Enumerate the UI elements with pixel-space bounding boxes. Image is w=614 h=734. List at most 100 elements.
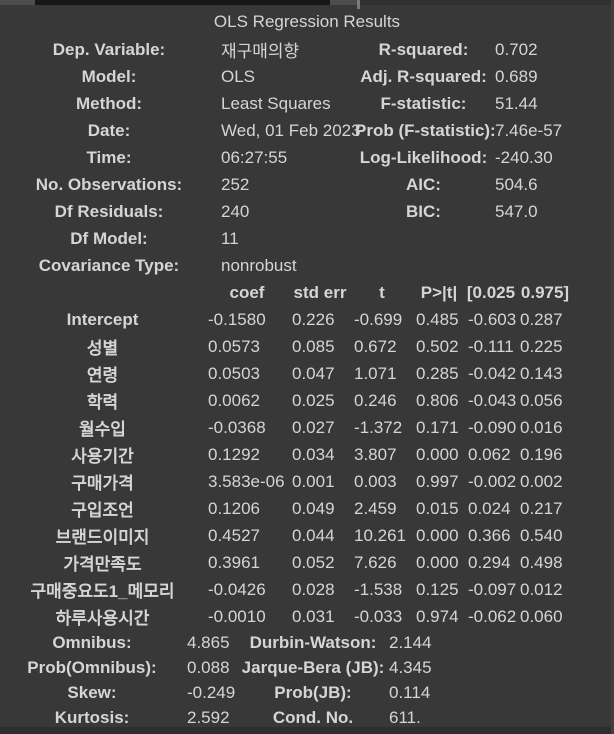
- diagnostics-body: Omnibus: 4.865 Durbin-Watson: 2.144 Prob(Omn…: [0, 630, 450, 730]
- coef-row-label: 구입조언: [71, 501, 134, 520]
- coef-row: 연령 0.0503 0.047 1.071 0.285 -0.042 0.143: [0, 360, 573, 387]
- coef-value-cell: 0.226: [292, 309, 335, 329]
- summary-value: 7.46e-57: [495, 120, 563, 140]
- diag-label: Cond. No.: [272, 707, 354, 727]
- coef-value-cell: -0.062: [468, 606, 517, 626]
- coef-value-cell: 0.060: [520, 606, 563, 626]
- coef-row-label: 구매중요도1_메모리: [30, 582, 175, 601]
- coef-value-cell: -1.538: [354, 579, 403, 599]
- diag-value: 2.592: [187, 707, 230, 727]
- summary-value: Wed, 01 Feb 2023: [221, 120, 361, 140]
- coef-value-cell: 0.502: [416, 336, 459, 356]
- diag-label: Durbin-Watson:: [249, 632, 377, 652]
- coef-value-cell: 0.196: [520, 444, 563, 464]
- coef-header-cell: 0.975]: [520, 282, 570, 302]
- coef-header-cell: [0.025: [466, 282, 516, 302]
- coef-value-cell: 0.025: [292, 390, 335, 410]
- coef-value-cell: 0.027: [292, 417, 335, 437]
- diag-label: Omnibus:: [52, 632, 132, 652]
- coef-header-cell: [0, 279, 205, 306]
- coef-value-cell: 0.1206: [208, 498, 260, 518]
- coef-value-cell: 0.034: [292, 444, 335, 464]
- coef-value-cell: 0.294: [468, 552, 511, 572]
- coef-row-label: 연령: [86, 366, 119, 385]
- coef-value-cell: -0.043: [468, 390, 517, 410]
- diag-value: 4.345: [389, 657, 432, 677]
- coef-value-cell: 0.246: [354, 390, 397, 410]
- coef-header-cell: std err: [293, 282, 347, 302]
- coef-value-cell: 0.171: [416, 417, 459, 437]
- summary-label: [355, 225, 492, 252]
- summary-row: Df Model: 11: [0, 225, 614, 252]
- coef-value-cell: 0.225: [520, 336, 563, 356]
- coef-row: 학력 0.0062 0.025 0.246 0.806 -0.043 0.056: [0, 387, 573, 414]
- coef-value-cell: 0.024: [468, 498, 511, 518]
- coef-value-cell: -0.1580: [208, 309, 266, 329]
- diagnostics-row: Skew: -0.249 Prob(JB): 0.114: [0, 680, 450, 705]
- coef-value-cell: 0.085: [292, 336, 335, 356]
- diag-label: Prob(JB):: [274, 682, 352, 702]
- coef-row-label: Intercept: [66, 309, 139, 329]
- coef-value-cell: 0.031: [292, 606, 335, 626]
- coef-value-cell: -0.0010: [208, 606, 266, 626]
- summary-label: Df Residuals:: [54, 201, 164, 221]
- diagnostics-row: Kurtosis: 2.592 Cond. No. 611.: [0, 705, 450, 730]
- coef-value-cell: -1.372: [354, 417, 403, 437]
- summary-value: 547.0: [495, 201, 538, 221]
- coef-value-cell: 0.498: [520, 552, 563, 572]
- coef-value-cell: -0.0368: [208, 417, 266, 437]
- coef-value-cell: 0.047: [292, 363, 335, 383]
- summary-value: 504.6: [495, 174, 538, 194]
- diagnostics-table: Omnibus: 4.865 Durbin-Watson: 2.144 Prob(Omn…: [0, 630, 450, 730]
- summary-value: 252: [221, 174, 250, 194]
- coef-row: 가격만족도 0.3961 0.052 7.626 0.000 0.294 0.498: [0, 549, 573, 576]
- coef-row: 사용기간 0.1292 0.034 3.807 0.000 0.062 0.196: [0, 441, 573, 468]
- summary-value: 240: [221, 201, 250, 221]
- coef-row: 구매중요도1_메모리 -0.0426 0.028 -1.538 0.125 -0.097 0…: [0, 576, 573, 603]
- cell-bottom-edge-strip: [0, 727, 614, 734]
- summary-value: -240.30: [495, 147, 553, 167]
- diag-label: Skew:: [67, 682, 117, 702]
- regression-title: OLS Regression Results: [213, 12, 401, 31]
- model-summary-table: Dep. Variable: 재구매의향 R-squared: 0.702 Model:…: [0, 36, 614, 279]
- summary-label: No. Observations:: [35, 174, 183, 194]
- summary-row: Date: Wed, 01 Feb 2023 Prob (F-statistic):…: [0, 117, 614, 144]
- diag-value: -0.249: [187, 682, 236, 702]
- coef-row: Intercept -0.1580 0.226 -0.699 0.485 -0.603 0.…: [0, 306, 573, 333]
- coef-value-cell: 0.0573: [208, 336, 260, 356]
- summary-value: 06:27:55: [221, 147, 288, 167]
- coef-value-cell: -0.111: [468, 336, 514, 356]
- coef-value-cell: 3.583e-06: [208, 471, 285, 491]
- coef-value-cell: 7.626: [354, 552, 397, 572]
- coef-value-cell: 0.485: [416, 309, 459, 329]
- coef-value-cell: -0.042: [468, 363, 517, 383]
- summary-label: Log-Likelihood:: [359, 147, 488, 167]
- coef-value-cell: 0.540: [520, 525, 563, 545]
- gutter-segment: [0, 0, 35, 5]
- coef-header-cell: t: [379, 282, 385, 302]
- summary-label: R-squared:: [378, 39, 469, 59]
- coef-value-cell: -0.0426: [208, 579, 266, 599]
- code-cell-edge: [35, 0, 330, 5]
- coef-value-cell: 0.1292: [208, 444, 260, 464]
- coef-value-cell: 0.217: [520, 498, 563, 518]
- summary-label: F-statistic:: [380, 93, 467, 113]
- coef-value-cell: 0.0503: [208, 363, 260, 383]
- diag-value: 2.144: [389, 632, 432, 652]
- coef-value-cell: 0.285: [416, 363, 459, 383]
- summary-label: Date:: [87, 120, 131, 140]
- coef-row-label: 브랜드이미지: [55, 528, 150, 547]
- coef-value-cell: 0.028: [292, 579, 335, 599]
- coef-value-cell: 0.016: [520, 417, 563, 437]
- summary-value: 재구매의향: [221, 42, 300, 61]
- coef-row: 성별 0.0573 0.085 0.672 0.502 -0.111 0.225: [0, 333, 573, 360]
- summary-row: Model: OLS Adj. R-squared: 0.689: [0, 63, 614, 90]
- coef-value-cell: 0.287: [520, 309, 563, 329]
- summary-value: Least Squares: [221, 93, 331, 113]
- diag-value: 4.865: [187, 632, 230, 652]
- summary-value: [492, 252, 614, 279]
- summary-label: AIC:: [406, 174, 441, 194]
- summary-row: Df Residuals: 240 BIC: 547.0: [0, 198, 614, 225]
- coef-value-cell: 0.001: [292, 471, 335, 491]
- coef-value-cell: 0.3961: [208, 552, 260, 572]
